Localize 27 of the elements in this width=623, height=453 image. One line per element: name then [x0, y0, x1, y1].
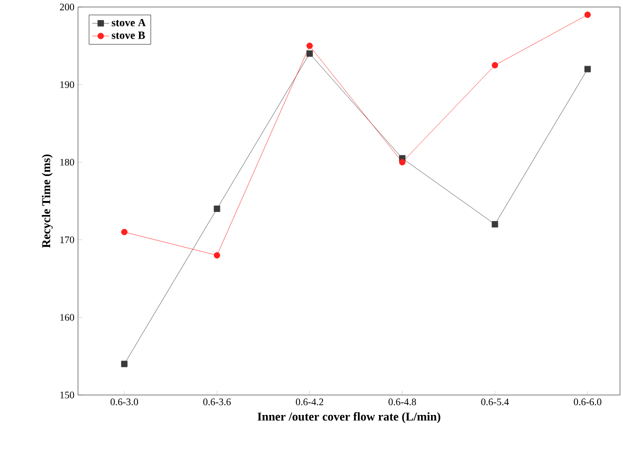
y-axis-title: Recycle Time (ms) — [42, 154, 53, 248]
legend-label: stove A — [112, 18, 146, 26]
y-tick-label: 180 — [60, 158, 74, 166]
y-tick-label: 150 — [60, 392, 74, 398]
y-tick-label: 190 — [60, 81, 74, 88]
y-tick-label: 200 — [60, 4, 74, 10]
point — [492, 221, 498, 228]
point — [492, 62, 498, 68]
point — [584, 66, 591, 72]
point — [214, 252, 220, 259]
x-tick-label: 0.6-5.4 — [481, 398, 509, 406]
x-tick-label: 0.6-3.0 — [110, 398, 138, 406]
point — [306, 42, 313, 49]
point — [584, 12, 591, 18]
x-axis-title: Inner /outer cover flow rate (L/min) — [258, 412, 440, 424]
x-tick-label: 0.6-6.0 — [574, 398, 602, 406]
x-tick-label: 0.6-4.8 — [388, 398, 416, 406]
x-tick-label: 0.6-4.2 — [296, 398, 324, 406]
point — [306, 50, 313, 57]
point — [399, 159, 406, 166]
y-tick-label: 170 — [60, 236, 74, 244]
y-tick-label: 160 — [60, 314, 74, 321]
point — [121, 360, 128, 368]
point — [121, 228, 128, 236]
legend-label: stove B — [112, 32, 145, 39]
x-tick-label: 0.6-3.6 — [203, 398, 231, 406]
point — [214, 206, 220, 212]
